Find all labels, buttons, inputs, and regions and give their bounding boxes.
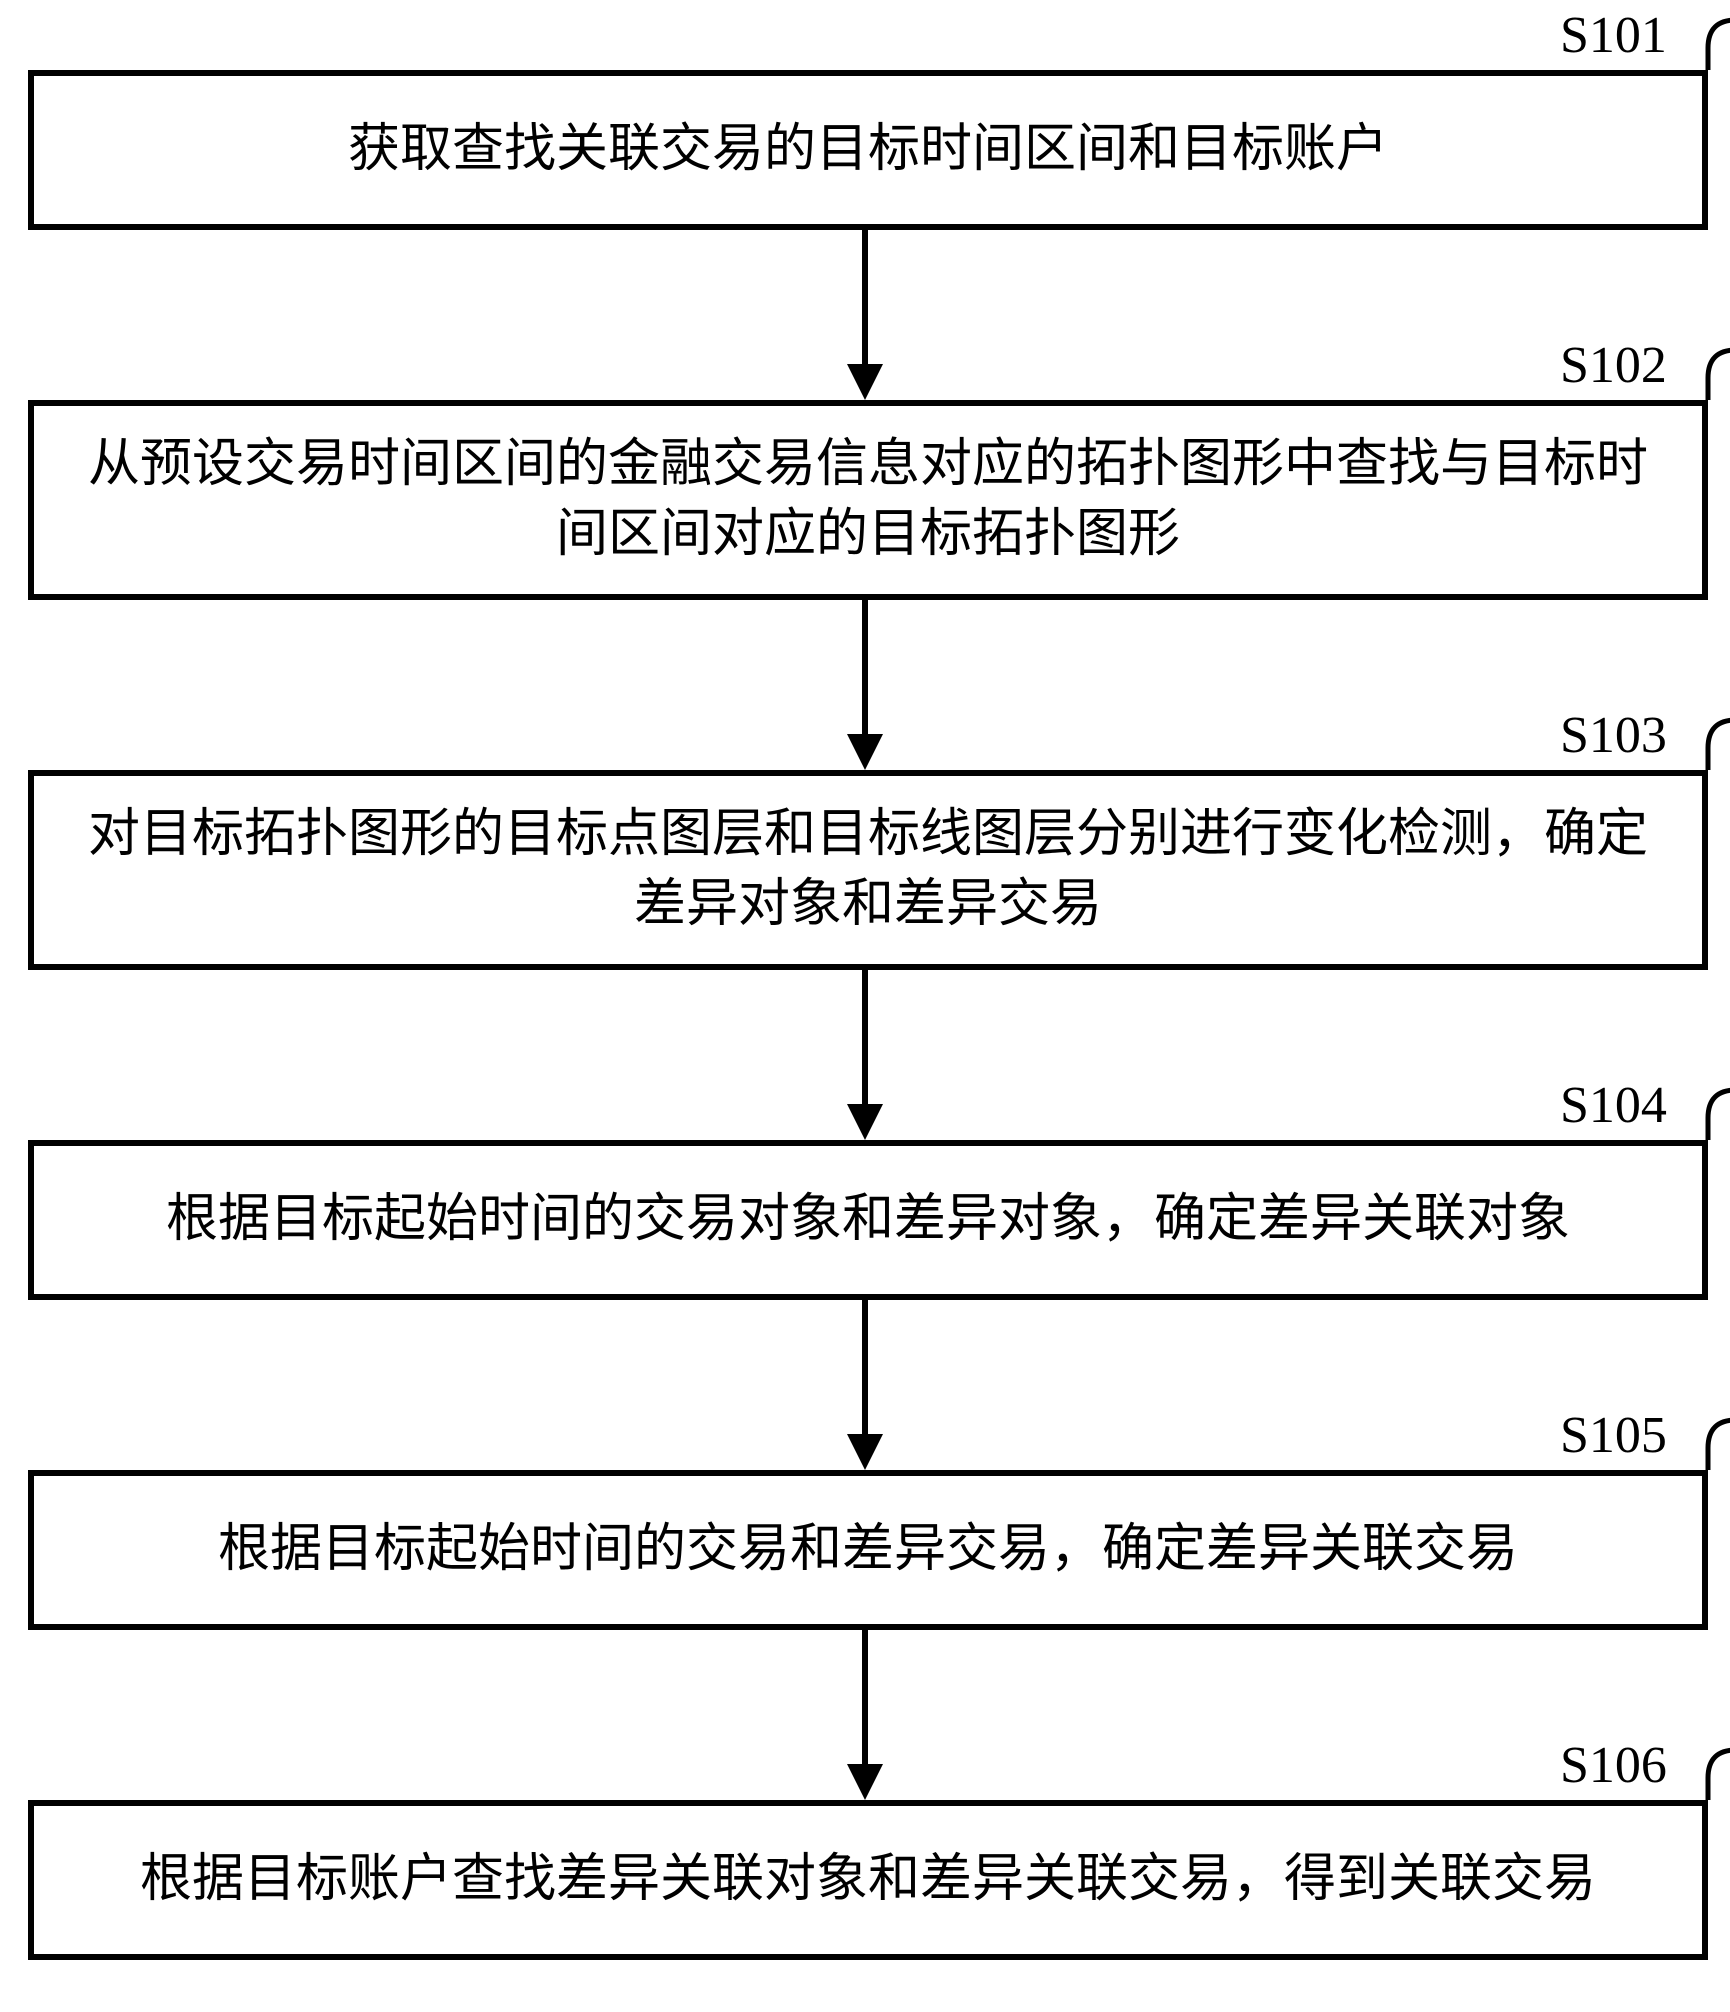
step-box-s102: 从预设交易时间区间的金融交易信息对应的拓扑图形中查找与目标时间区间对应的目标拓扑… <box>28 400 1708 600</box>
flowchart-canvas: 获取查找关联交易的目标时间区间和目标账户 S101 从预设交易时间区间的金融交易信息… <box>0 0 1730 2012</box>
step-label-s106: S106 <box>1560 1736 1667 1795</box>
callout-line-s104 <box>1698 1080 1730 1150</box>
step-text: 根据目标起始时间的交易对象和差异对象，确定差异关联对象 <box>166 1185 1570 1255</box>
step-box-s101: 获取查找关联交易的目标时间区间和目标账户 <box>28 70 1708 230</box>
arrow-3 <box>835 970 895 1140</box>
step-box-s104: 根据目标起始时间的交易对象和差异对象，确定差异关联对象 <box>28 1140 1708 1300</box>
step-label-s102: S102 <box>1560 336 1667 395</box>
step-label-s103: S103 <box>1560 706 1667 765</box>
step-label-s104: S104 <box>1560 1076 1667 1135</box>
step-label-s105: S105 <box>1560 1406 1667 1465</box>
step-text: 对目标拓扑图形的目标点图层和目标线图层分别进行变化检测，确定差异对象和差异交易 <box>74 800 1662 940</box>
step-box-s103: 对目标拓扑图形的目标点图层和目标线图层分别进行变化检测，确定差异对象和差异交易 <box>28 770 1708 970</box>
step-text: 获取查找关联交易的目标时间区间和目标账户 <box>348 115 1388 185</box>
arrow-2 <box>835 600 895 770</box>
step-box-s106: 根据目标账户查找差异关联对象和差异关联交易，得到关联交易 <box>28 1800 1708 1960</box>
arrow-5 <box>835 1630 895 1800</box>
callout-line-s105 <box>1698 1410 1730 1480</box>
callout-line-s106 <box>1698 1740 1730 1810</box>
callout-line-s101 <box>1698 10 1730 80</box>
callout-line-s103 <box>1698 710 1730 780</box>
step-label-s101: S101 <box>1560 6 1667 65</box>
step-text: 根据目标账户查找差异关联对象和差异关联交易，得到关联交易 <box>140 1845 1596 1915</box>
step-text: 根据目标起始时间的交易和差异交易，确定差异关联交易 <box>218 1515 1518 1585</box>
callout-line-s102 <box>1698 340 1730 410</box>
arrow-4 <box>835 1300 895 1470</box>
arrow-1 <box>835 230 895 400</box>
step-text: 从预设交易时间区间的金融交易信息对应的拓扑图形中查找与目标时间区间对应的目标拓扑… <box>74 430 1662 570</box>
step-box-s105: 根据目标起始时间的交易和差异交易，确定差异关联交易 <box>28 1470 1708 1630</box>
